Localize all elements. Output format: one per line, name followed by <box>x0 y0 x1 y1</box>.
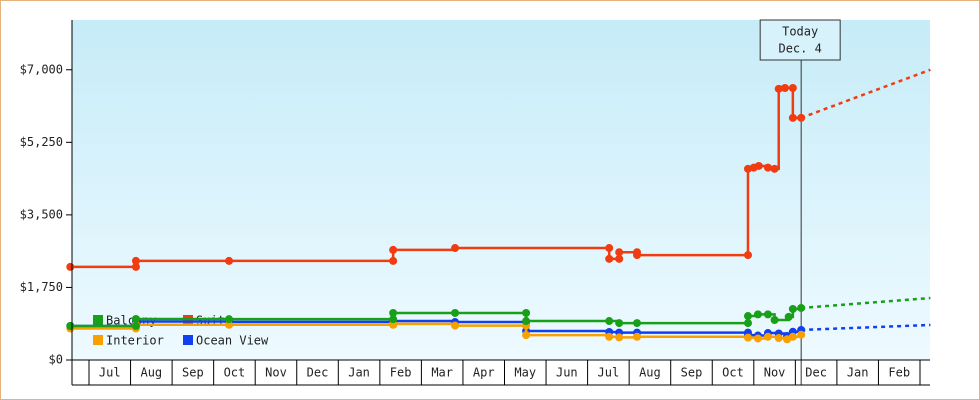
data-point <box>763 332 772 341</box>
data-point <box>389 245 398 254</box>
data-point <box>763 163 772 172</box>
data-point <box>753 334 762 343</box>
x-tick-label: Sep <box>681 366 703 380</box>
x-tick-label: Feb <box>888 366 910 380</box>
data-point <box>389 308 398 317</box>
today-box <box>759 19 841 61</box>
data-point <box>797 330 806 339</box>
y-tick-label: $0 <box>49 353 63 367</box>
data-point <box>743 312 752 321</box>
x-tick-label: Nov <box>764 366 786 380</box>
x-tick-label: Dec <box>805 366 827 380</box>
data-point <box>797 113 806 122</box>
x-tick-label: Aug <box>140 366 162 380</box>
x-tick-label: May <box>514 366 536 380</box>
legend-swatch <box>183 335 193 345</box>
data-point <box>770 315 779 324</box>
data-point <box>615 254 624 263</box>
data-point <box>615 333 624 342</box>
data-point <box>788 305 797 313</box>
data-point <box>131 314 140 323</box>
data-point <box>605 317 614 326</box>
legend-swatch <box>93 335 103 345</box>
y-tick-label: $7,000 <box>20 62 63 76</box>
legend-label: Ocean View <box>196 334 269 348</box>
x-tick-label: Feb <box>390 366 412 380</box>
data-point <box>743 333 752 342</box>
data-point <box>743 251 752 260</box>
data-point <box>784 312 793 321</box>
x-tick-label: Mar <box>431 366 453 380</box>
data-point <box>797 303 806 312</box>
x-tick-label: Nov <box>265 366 287 380</box>
data-point <box>605 254 614 263</box>
data-point <box>615 319 624 328</box>
data-point <box>225 320 234 329</box>
data-point <box>788 113 797 122</box>
data-point <box>131 262 140 271</box>
data-point <box>225 315 234 324</box>
x-tick-label: Oct <box>722 366 744 380</box>
data-point <box>763 310 772 319</box>
data-point <box>788 84 797 92</box>
forecast-line <box>800 68 931 120</box>
data-point <box>633 319 642 328</box>
data-point <box>131 322 140 330</box>
data-point <box>451 244 460 253</box>
x-tick-label: Apr <box>473 366 495 380</box>
x-tick-label: Jan <box>348 366 370 380</box>
data-point <box>774 84 783 93</box>
data-point <box>451 321 460 330</box>
legend-label: Interior <box>106 334 164 348</box>
data-point <box>605 244 614 253</box>
x-tick-label: Jul <box>99 366 121 380</box>
data-point <box>753 310 762 319</box>
y-tick-label: $5,250 <box>20 135 63 149</box>
data-point <box>522 317 531 326</box>
x-tick-label: Jan <box>847 366 869 380</box>
data-point <box>774 334 783 343</box>
data-point <box>66 322 75 330</box>
today-label: Today <box>782 25 818 39</box>
plot-area <box>72 20 930 360</box>
data-point <box>131 256 140 265</box>
data-point <box>66 262 75 271</box>
data-point <box>743 319 752 328</box>
data-point <box>605 332 614 341</box>
y-tick-label: $3,500 <box>20 207 63 221</box>
data-point <box>451 308 460 317</box>
data-point <box>389 256 398 265</box>
data-point <box>754 161 763 170</box>
y-tick-label: $1,750 <box>20 280 63 294</box>
data-point <box>615 248 624 257</box>
x-tick-label: Aug <box>639 366 661 380</box>
data-point <box>225 256 234 265</box>
data-point <box>522 308 531 317</box>
x-tick-label: Jul <box>598 366 620 380</box>
data-point <box>770 164 779 173</box>
data-point <box>633 332 642 341</box>
forecast-line <box>801 323 931 332</box>
data-point <box>389 315 398 324</box>
data-point <box>633 251 642 260</box>
forecast-line <box>801 296 931 310</box>
data-point <box>780 84 789 92</box>
legend-swatch <box>93 315 103 325</box>
data-point <box>522 331 531 340</box>
data-point <box>788 332 797 341</box>
today-label: Dec. 4 <box>778 42 821 56</box>
x-tick-label: Oct <box>224 366 246 380</box>
x-tick-label: Jun <box>556 366 578 380</box>
x-tick-label: Sep <box>182 366 204 380</box>
x-tick-label: Dec <box>307 366 329 380</box>
